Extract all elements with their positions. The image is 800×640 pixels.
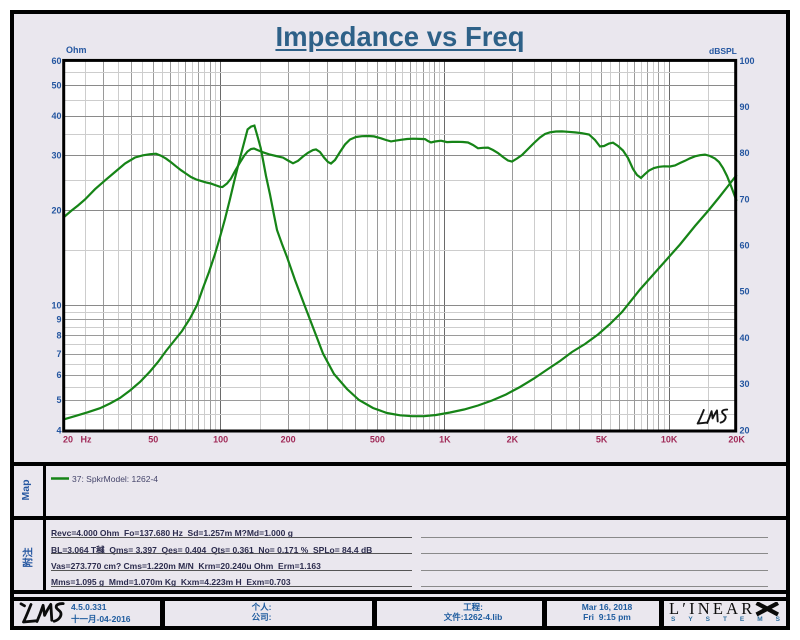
svg-text:10: 10 xyxy=(51,300,61,310)
svg-text:50: 50 xyxy=(51,81,61,91)
svg-text:100: 100 xyxy=(740,56,755,66)
svg-text:20 Hz: 20 Hz xyxy=(63,435,92,445)
svg-text:70: 70 xyxy=(740,194,750,204)
svg-text:20: 20 xyxy=(51,206,61,216)
svg-text:6: 6 xyxy=(56,370,61,380)
svg-text:90: 90 xyxy=(740,102,750,112)
svg-text:1K: 1K xyxy=(439,435,451,445)
svg-text:30: 30 xyxy=(740,379,750,389)
svg-text:20K: 20K xyxy=(728,435,745,445)
svg-text:60: 60 xyxy=(51,56,61,66)
svg-text:4: 4 xyxy=(56,425,61,435)
svg-text:30: 30 xyxy=(51,150,61,160)
svg-text:5: 5 xyxy=(56,395,61,405)
svg-text:50: 50 xyxy=(740,287,750,297)
svg-text:500: 500 xyxy=(370,435,385,445)
svg-text:80: 80 xyxy=(740,148,750,158)
svg-text:8: 8 xyxy=(56,331,61,341)
svg-text:60: 60 xyxy=(740,241,750,251)
svg-text:20: 20 xyxy=(740,425,750,435)
svg-text:10K: 10K xyxy=(661,435,678,445)
svg-text:100: 100 xyxy=(213,435,228,445)
svg-text:7: 7 xyxy=(56,349,61,359)
svg-text:2K: 2K xyxy=(507,435,519,445)
svg-text:50: 50 xyxy=(148,435,158,445)
svg-text:40: 40 xyxy=(51,111,61,121)
svg-text:9: 9 xyxy=(56,315,61,325)
svg-text:40: 40 xyxy=(740,333,750,343)
svg-text:5K: 5K xyxy=(596,435,608,445)
svg-text:200: 200 xyxy=(281,435,296,445)
